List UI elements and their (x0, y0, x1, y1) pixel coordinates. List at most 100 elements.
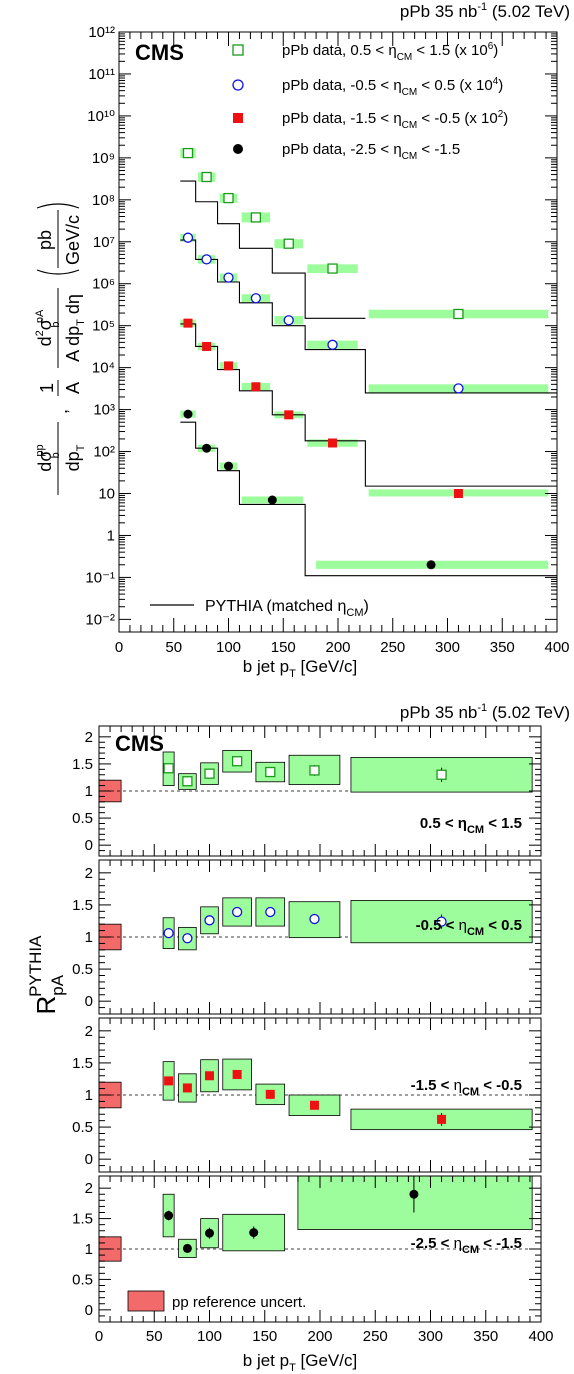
data-point (202, 443, 212, 453)
data-point (327, 339, 338, 350)
y-tick-label: 10⁸ (92, 192, 115, 209)
x-tick-label: 50 (146, 1328, 163, 1345)
rpa-point (182, 776, 193, 787)
y-tick-label: 0.5 (72, 1271, 93, 1288)
top-x-axis: 0 50 100 150 200 250 300 350 400 (115, 32, 570, 656)
top-header: pPb 35 nb-1 (5.02 TeV) (400, 1, 570, 21)
ylabel-d2sig: d2σpAb (34, 309, 62, 346)
pp-reference-legend-label: pp reference uncert. (172, 1294, 306, 1311)
rpa-point (204, 768, 215, 779)
data-point (284, 410, 294, 420)
legend-marker (233, 144, 243, 154)
y-tick-label: 1 (85, 1087, 93, 1104)
y-tick-label: 2 (85, 865, 93, 882)
cms-label-bottom: CMS (115, 731, 164, 756)
y-tick-label: 2 (85, 1023, 93, 1040)
y-tick-label: 1.5 (72, 756, 93, 773)
data-point (224, 361, 233, 371)
data-point (183, 318, 193, 328)
x-tick-label: 350 (473, 1328, 498, 1345)
bottom-x-axis-title: b jet pT [GeV/c] (243, 1351, 357, 1374)
eta-range-label: -0.5 < ηCM < 0.5 (416, 917, 522, 938)
svg-text:PYTHIA (matched ηCM): PYTHIA (matched ηCM) (205, 598, 369, 619)
rpa-point (163, 763, 174, 774)
data-point (250, 293, 262, 304)
data-point (251, 382, 261, 392)
x-tick-label: 50 (165, 639, 182, 656)
pythia-histograms (180, 180, 557, 577)
x-tick-label: 400 (528, 1328, 553, 1345)
y-tick-label: 1 (85, 1241, 93, 1258)
data-point (283, 238, 294, 249)
svg-text:RpAPYTHIA: RpAPYTHIA (26, 935, 67, 1015)
data-point (453, 308, 464, 320)
systematic-bands (180, 148, 549, 569)
rpa-point (265, 906, 276, 918)
ylabel-pb: pb (35, 230, 55, 250)
x-tick-label: 200 (307, 1328, 332, 1345)
y-tick-label: 2 (85, 729, 93, 746)
syst-box (297, 1175, 533, 1230)
data-point (250, 212, 262, 223)
ylabel-comma: , (51, 409, 71, 414)
legend-marker (232, 44, 244, 56)
y-tick-label: 0 (85, 837, 93, 854)
data-point (453, 489, 463, 499)
rpa-point (309, 1100, 319, 1110)
x-tick-label: 400 (544, 639, 569, 656)
rpa-panel: 0 0.5 1 1.5 2 -1.5 < ηCM < -0.5 (72, 1017, 542, 1173)
rpa-point (182, 1243, 192, 1253)
rpa-point (231, 756, 243, 767)
y-tick-label: 10² (93, 444, 115, 461)
y-tick-label: 10⁷ (93, 234, 115, 251)
y-tick-label: 2 (85, 1180, 93, 1197)
rpa-point (436, 916, 447, 927)
data-point (327, 263, 338, 274)
eta-range-label: -1.5 < ηCM < -0.5 (411, 1077, 522, 1098)
ylabel-gev: GeV/c (63, 215, 83, 265)
rpa-point (231, 906, 243, 918)
y-tick-label: 1 (85, 929, 93, 946)
y-tick-label: 0.5 (72, 810, 93, 827)
ylabel-dpt: dpT (63, 444, 87, 471)
rpa-plot: 0 0.5 1 1.5 2 0.5 < ηCM < 1.5 0 0.5 1 1.5 2 -0.5 < … (72, 725, 554, 1345)
y-tick-label: 10³ (93, 402, 115, 419)
eta-range-label: -2.5 < ηCM < -1.5 (411, 1235, 522, 1256)
y-tick-label: 10⁻¹ (85, 569, 115, 586)
x-tick-label: 200 (325, 639, 350, 656)
y-tick-label: 1 (85, 783, 93, 800)
x-tick-label: 0 (95, 1328, 103, 1345)
ylabel-A: A (63, 382, 83, 394)
ylabel-dsig: dσpp b (34, 444, 62, 471)
legend-entry: pPb data, -1.5 < ηCM < -0.5 (x 102) (282, 109, 508, 131)
data-points (182, 147, 464, 570)
rpa-point (409, 1189, 419, 1199)
bottom-header: pPb 35 nb-1 (5.02 TeV) (400, 702, 570, 722)
x-tick-label: 150 (252, 1328, 277, 1345)
pythia-line (180, 323, 557, 487)
rpa-panel: 0 0.5 1 1.5 2 0 50 100 150 200 250 300 350 400 -2.5 < … (72, 1175, 554, 1345)
data-point (201, 254, 212, 265)
y-tick-label: 0 (85, 1151, 93, 1168)
y-tick-label: 0 (85, 993, 93, 1010)
rpa-point (205, 1228, 214, 1238)
x-tick-label: 350 (490, 639, 515, 656)
rpa-point (437, 1114, 447, 1124)
data-point (223, 272, 234, 283)
x-tick-label: 100 (216, 639, 241, 656)
data-point (426, 560, 436, 570)
y-tick-label: 10¹² (88, 24, 115, 41)
y-tick-label: 0.5 (72, 1119, 93, 1136)
rpa-point (205, 1071, 214, 1081)
y-tick-label: 10⁹ (92, 150, 115, 167)
ylabel-one: 1 (37, 383, 57, 393)
rpa-point (309, 765, 320, 776)
ylabel-adpt: A dpT dη (63, 294, 87, 362)
data-point (201, 171, 212, 183)
data-point (182, 147, 194, 159)
y-tick-label: 1.5 (72, 897, 93, 914)
x-tick-label: 100 (197, 1328, 222, 1345)
x-tick-label: 300 (435, 639, 460, 656)
rpa-point (249, 1228, 259, 1238)
